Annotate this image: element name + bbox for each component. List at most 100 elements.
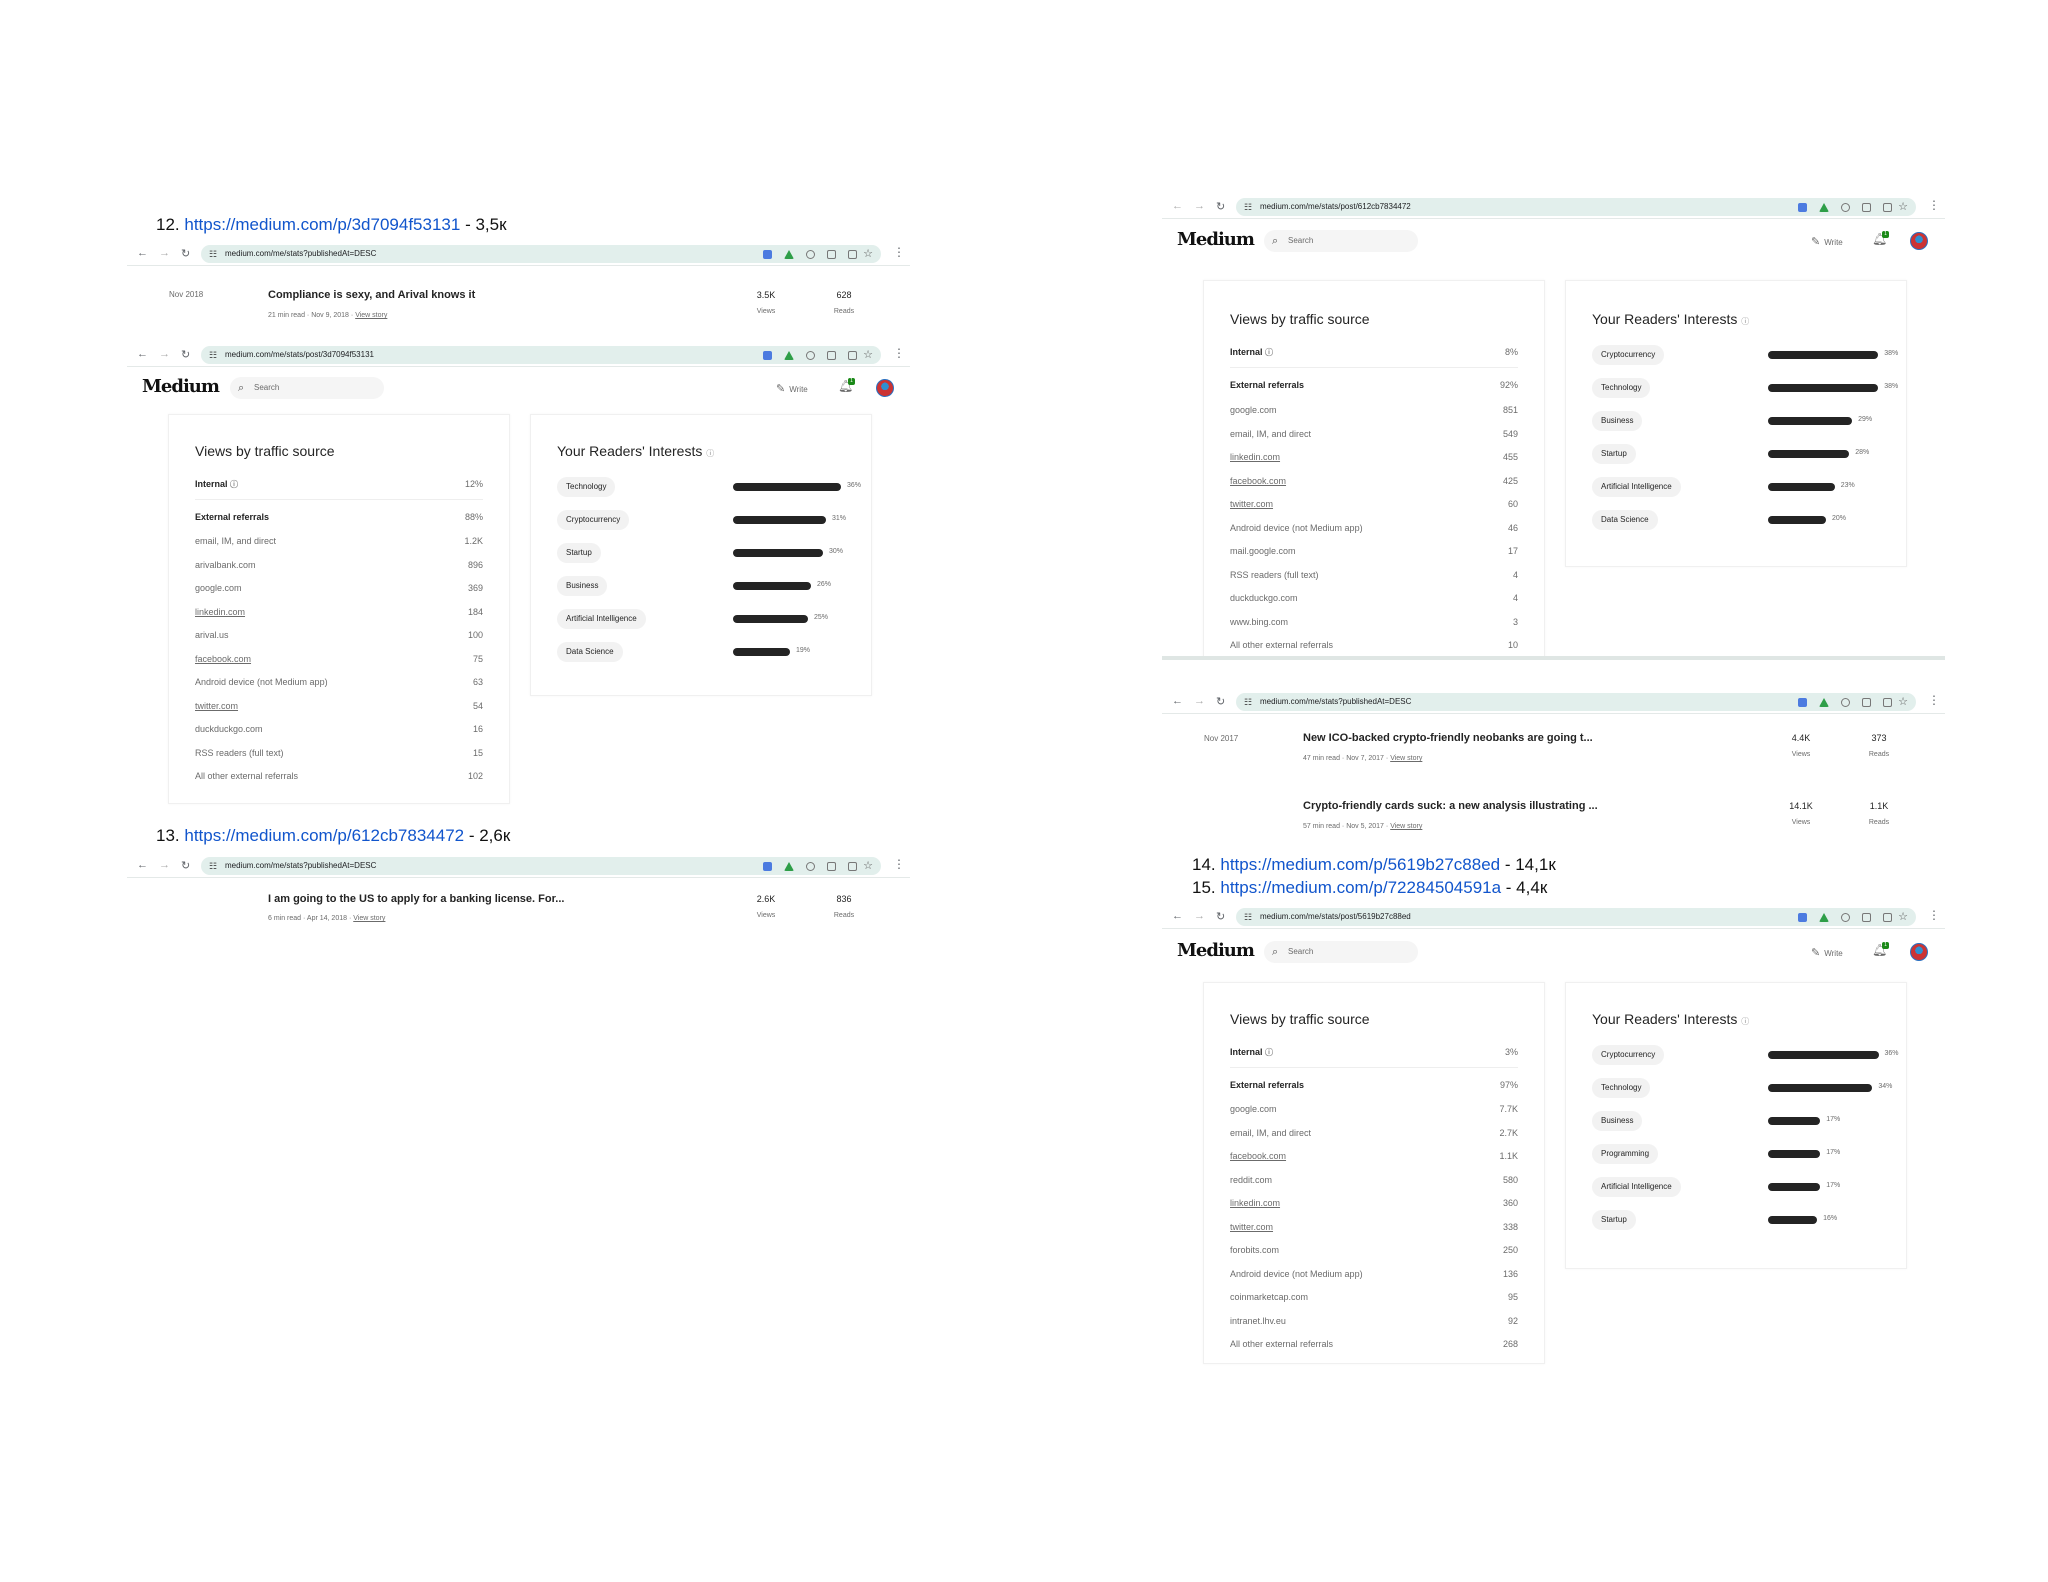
reload-icon[interactable]: ↻	[1216, 911, 1226, 923]
puzzle-extension-icon[interactable]	[1883, 698, 1892, 708]
interest-chip[interactable]: Data Science	[1592, 510, 1658, 530]
back-icon[interactable]: ←	[1172, 695, 1183, 707]
source-link[interactable]: facebook.com	[1230, 475, 1287, 486]
view-story-link[interactable]: View story	[355, 312, 388, 319]
search-input[interactable]: ⌕ Search	[230, 377, 384, 399]
interest-chip[interactable]: Business	[1592, 411, 1643, 431]
bookmark-star-icon[interactable]: ☆	[863, 349, 873, 361]
interest-chip[interactable]: Cryptocurrency	[1592, 345, 1665, 365]
interest-chip[interactable]: Startup	[1592, 1210, 1636, 1230]
reload-icon[interactable]: ↻	[181, 860, 191, 872]
interest-chip[interactable]: Business	[557, 576, 608, 596]
avatar[interactable]	[1910, 232, 1928, 250]
drive-extension-icon[interactable]	[1819, 913, 1829, 923]
write-button[interactable]: ✎ Write	[1811, 235, 1843, 248]
bookmark-star-icon[interactable]: ☆	[863, 860, 873, 872]
site-settings-icon[interactable]: ☷	[1244, 202, 1253, 212]
info-icon[interactable]: ⓘ	[706, 449, 715, 458]
interest-chip[interactable]: Cryptocurrency	[557, 510, 630, 530]
puzzle-extension-icon[interactable]	[848, 862, 857, 872]
info-icon[interactable]: ⓘ	[1265, 348, 1274, 357]
info-icon[interactable]: ⓘ	[1741, 1017, 1750, 1026]
back-icon[interactable]: ←	[1172, 200, 1183, 212]
reload-icon[interactable]: ↻	[181, 248, 191, 260]
story-title[interactable]: Crypto-friendly cards suck: a new analys…	[1303, 800, 1598, 812]
write-button[interactable]: ✎ Write	[1811, 946, 1843, 959]
interest-chip[interactable]: Startup	[1592, 444, 1636, 464]
puzzle-extension-icon[interactable]	[1883, 913, 1892, 923]
back-icon[interactable]: ←	[137, 348, 148, 360]
browser-menu-icon[interactable]: ⋮	[893, 245, 905, 259]
site-settings-icon[interactable]: ☷	[209, 249, 218, 259]
interest-chip[interactable]: Technology	[1592, 378, 1651, 398]
info-icon[interactable]: ⓘ	[1265, 1048, 1274, 1057]
browser-menu-icon[interactable]: ⋮	[1928, 198, 1940, 212]
bookmark-star-icon[interactable]: ☆	[1898, 201, 1908, 213]
address-bar[interactable]: ☷ medium.com/me/stats/post/3d7094f53131 …	[201, 346, 881, 364]
interest-chip[interactable]: Artificial Intelligence	[1592, 477, 1681, 497]
medium-logo[interactable]: Medium	[1177, 940, 1255, 961]
back-icon[interactable]: ←	[137, 859, 148, 871]
forward-icon[interactable]: →	[159, 859, 170, 871]
browser-menu-icon[interactable]: ⋮	[1928, 693, 1940, 707]
translate-extension-icon[interactable]	[763, 862, 772, 872]
browser-menu-icon[interactable]: ⋮	[893, 346, 905, 360]
address-bar[interactable]: ☷ medium.com/me/stats/post/5619b27c88ed …	[1236, 908, 1916, 926]
source-link[interactable]: twitter.com	[1230, 499, 1274, 509]
interest-chip[interactable]: Technology	[557, 477, 616, 497]
interest-chip[interactable]: Cryptocurrency	[1592, 1045, 1665, 1065]
back-icon[interactable]: ←	[1172, 910, 1183, 922]
site-settings-icon[interactable]: ☷	[1244, 697, 1253, 707]
info-icon[interactable]: ⓘ	[1741, 317, 1750, 326]
shield-extension-icon[interactable]	[806, 351, 815, 361]
source-link[interactable]: linkedin.com	[1230, 1198, 1281, 1208]
avatar[interactable]	[876, 379, 894, 397]
translate-extension-icon[interactable]	[763, 351, 772, 361]
heading-link[interactable]: https://medium.com/p/72284504591a	[1220, 878, 1502, 897]
translate-extension-icon[interactable]	[1798, 203, 1807, 213]
source-link[interactable]: linkedin.com	[1230, 452, 1281, 462]
reload-icon[interactable]: ↻	[1216, 201, 1226, 213]
browser-menu-icon[interactable]: ⋮	[893, 857, 905, 871]
bookmark-extension-icon[interactable]	[1862, 698, 1871, 708]
view-story-link[interactable]: View story	[1390, 823, 1423, 830]
bookmark-extension-icon[interactable]	[827, 862, 836, 872]
bookmark-extension-icon[interactable]	[827, 250, 836, 260]
site-settings-icon[interactable]: ☷	[1244, 912, 1253, 922]
reload-icon[interactable]: ↻	[1216, 696, 1226, 708]
interest-chip[interactable]: Data Science	[557, 642, 623, 662]
shield-extension-icon[interactable]	[1841, 698, 1850, 708]
site-settings-icon[interactable]: ☷	[209, 350, 218, 360]
address-bar[interactable]: ☷ medium.com/me/stats?publishedAt=DESC ☆	[201, 245, 881, 263]
write-button[interactable]: ✎ Write	[776, 382, 808, 395]
back-icon[interactable]: ←	[137, 247, 148, 259]
shield-extension-icon[interactable]	[806, 862, 815, 872]
forward-icon[interactable]: →	[1194, 200, 1205, 212]
story-title[interactable]: I am going to the US to apply for a bank…	[268, 893, 565, 905]
puzzle-extension-icon[interactable]	[848, 351, 857, 361]
interest-chip[interactable]: Business	[1592, 1111, 1643, 1131]
bookmark-star-icon[interactable]: ☆	[863, 248, 873, 260]
forward-icon[interactable]: →	[1194, 695, 1205, 707]
browser-menu-icon[interactable]: ⋮	[1928, 908, 1940, 922]
reload-icon[interactable]: ↻	[181, 349, 191, 361]
medium-logo[interactable]: Medium	[142, 376, 220, 397]
forward-icon[interactable]: →	[159, 247, 170, 259]
drive-extension-icon[interactable]	[784, 250, 794, 260]
translate-extension-icon[interactable]	[1798, 913, 1807, 923]
drive-extension-icon[interactable]	[784, 862, 794, 872]
search-input[interactable]: ⌕ Search	[1264, 941, 1418, 963]
bookmark-extension-icon[interactable]	[1862, 913, 1871, 923]
bookmark-extension-icon[interactable]	[1862, 203, 1871, 213]
forward-icon[interactable]: →	[159, 348, 170, 360]
drive-extension-icon[interactable]	[1819, 698, 1829, 708]
heading-link[interactable]: https://medium.com/p/3d7094f53131	[184, 215, 461, 234]
interest-chip[interactable]: Artificial Intelligence	[557, 609, 646, 629]
info-icon[interactable]: ⓘ	[230, 480, 239, 489]
interest-chip[interactable]: Artificial Intelligence	[1592, 1177, 1681, 1197]
drive-extension-icon[interactable]	[1819, 203, 1829, 213]
bookmark-star-icon[interactable]: ☆	[1898, 696, 1908, 708]
address-bar[interactable]: ☷ medium.com/me/stats/post/612cb7834472 …	[1236, 198, 1916, 216]
bookmark-star-icon[interactable]: ☆	[1898, 911, 1908, 923]
site-settings-icon[interactable]: ☷	[209, 861, 218, 871]
